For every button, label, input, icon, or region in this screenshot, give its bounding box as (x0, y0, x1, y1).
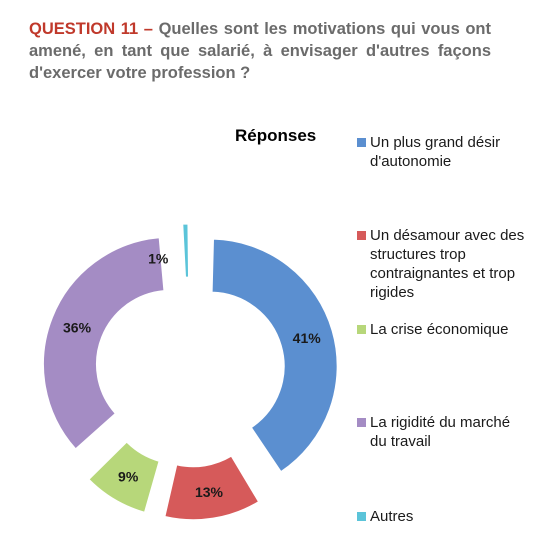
data-label-autres: 1% (148, 251, 169, 267)
legend-label-desamour: Un désamour avec des structures trop con… (370, 227, 525, 301)
slice-autonomie (211, 238, 338, 473)
question-label: QUESTION 11 – (29, 20, 153, 38)
data-label-autonomie: 41% (293, 330, 322, 346)
question-heading: QUESTION 11 – Quelles sont les motivatio… (29, 18, 491, 84)
legend-label-crise: La crise économique (370, 321, 509, 338)
slice-crise (88, 441, 160, 513)
question-text: Quelles sont les motivations qui vous on… (29, 20, 491, 82)
slice-autres (182, 223, 190, 278)
legend-swatch-autonomie (357, 138, 366, 147)
legend-swatch-desamour (357, 231, 366, 240)
legend-item-autres: Autres (357, 507, 527, 526)
slice-rigidite (42, 237, 165, 450)
legend-swatch-crise (357, 325, 366, 334)
legend-swatch-rigidite (357, 418, 366, 427)
legend-item-desamour: Un désamour avec des structures trop con… (357, 226, 527, 302)
chart-title: Réponses (235, 126, 317, 145)
legend-label-rigidite: La rigidité du marché du travail (370, 414, 511, 450)
legend-label-autres: Autres (370, 508, 414, 525)
legend-item-crise: La crise économique (357, 320, 527, 339)
data-label-rigidite: 36% (63, 319, 92, 335)
data-label-desamour: 13% (195, 484, 224, 500)
legend-label-autonomie: Un plus grand désir d'autonomie (370, 134, 501, 170)
legend-swatch-autres (357, 512, 366, 521)
data-label-crise: 9% (118, 469, 139, 485)
slice-desamour (164, 455, 260, 521)
legend-item-autonomie: Un plus grand désir d'autonomie (357, 133, 527, 171)
legend-item-rigidite: La rigidité du marché du travail (357, 413, 527, 451)
